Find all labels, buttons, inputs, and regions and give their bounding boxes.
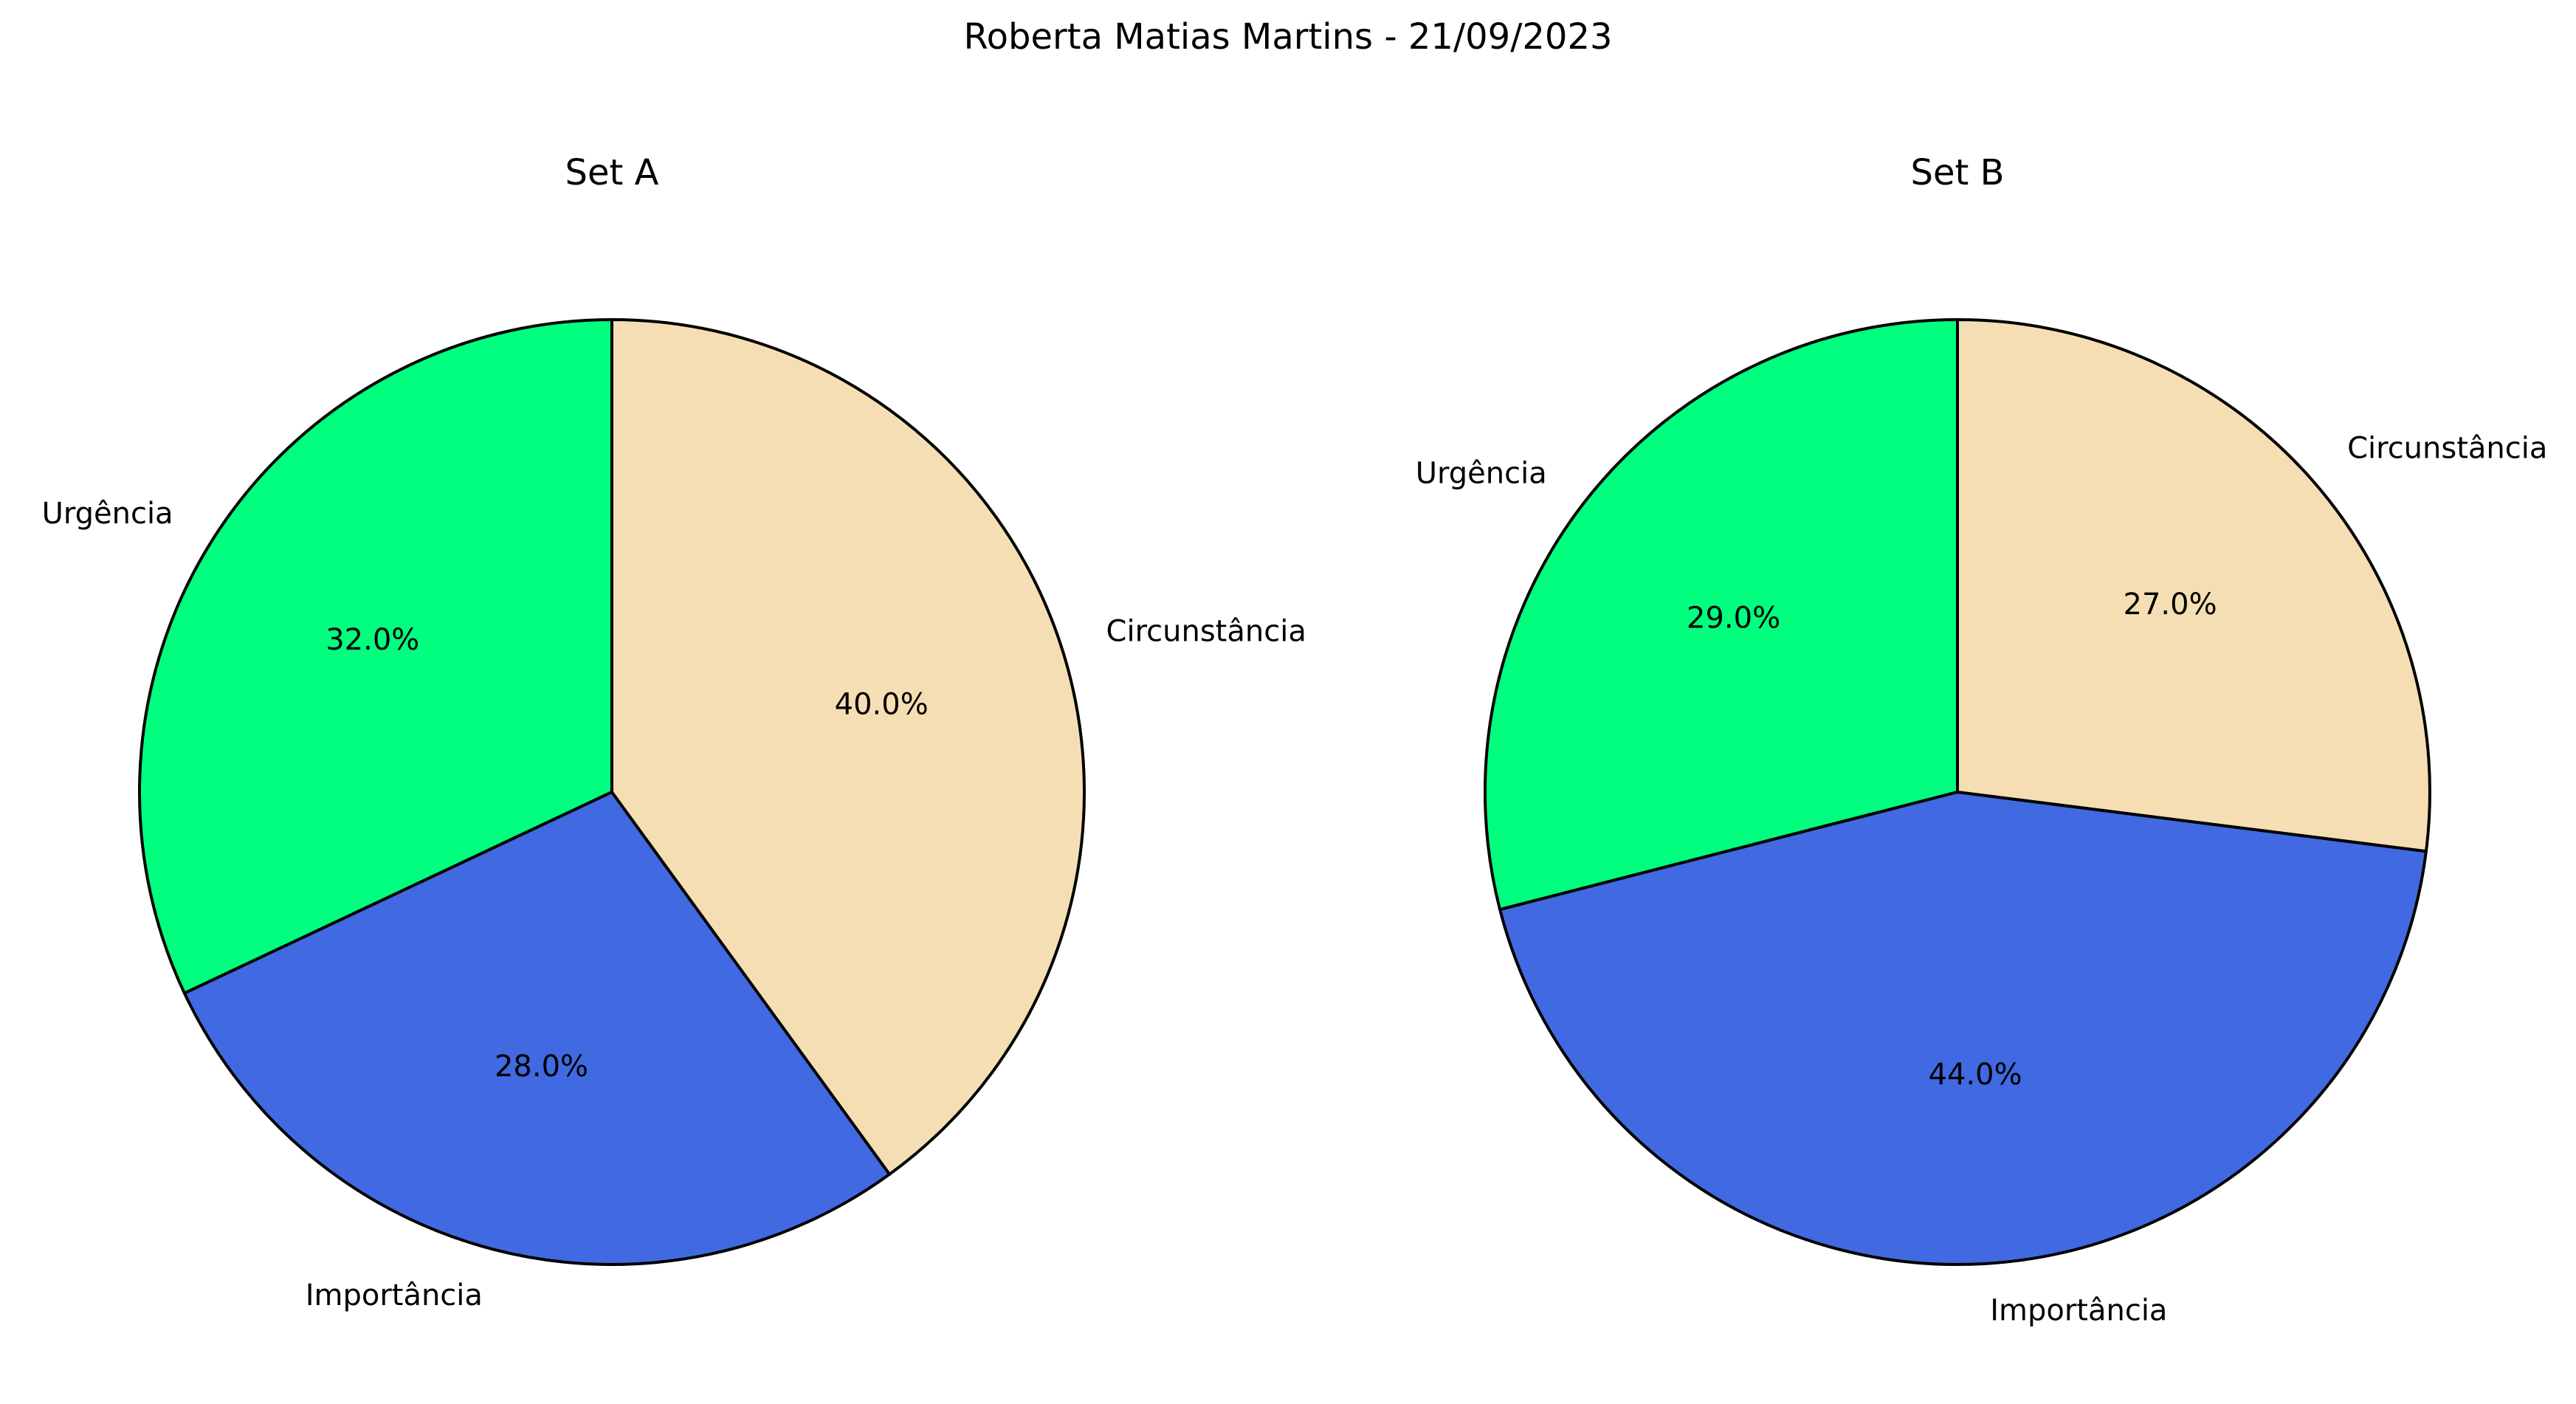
chart-title: Set A — [565, 152, 659, 193]
value-label-importancia: 44.0% — [1929, 1058, 2022, 1092]
slice-urgencia — [138, 318, 613, 995]
value-label-urgencia: 29.0% — [1687, 602, 1780, 636]
slice-circunstancia — [1956, 318, 2431, 853]
pie-chart-1: Set A 32.0% Urgência 28.0% Importância 40.0% C… — [42, 152, 1306, 1312]
category-label-circunstancia: Circunstância — [1106, 614, 1306, 648]
slice-urgencia — [1484, 318, 1959, 912]
chart-title: Set B — [1910, 152, 2004, 193]
category-label-urgencia: Urgência — [42, 497, 173, 531]
figure-title: Roberta Matias Martins - 21/09/2023 — [963, 16, 1613, 58]
category-label-urgencia: Urgência — [1416, 457, 1547, 491]
slice-circunstancia — [610, 318, 1086, 1176]
value-label-circunstancia: 40.0% — [835, 687, 929, 721]
slice-importancia — [1498, 791, 2428, 1266]
pie-chart-2: Set B 29.0% Urgência 44.0% Importância 27.0% C… — [1416, 152, 2548, 1328]
category-label-importancia: Importância — [1990, 1294, 2167, 1328]
category-label-importancia: Importância — [306, 1279, 483, 1312]
value-label-importancia: 28.0% — [495, 1050, 588, 1084]
value-label-circunstancia: 27.0% — [2124, 588, 2217, 622]
slice-importancia — [182, 791, 892, 1266]
value-label-urgencia: 32.0% — [326, 623, 419, 657]
category-label-circunstancia: Circunstância — [2347, 431, 2547, 465]
